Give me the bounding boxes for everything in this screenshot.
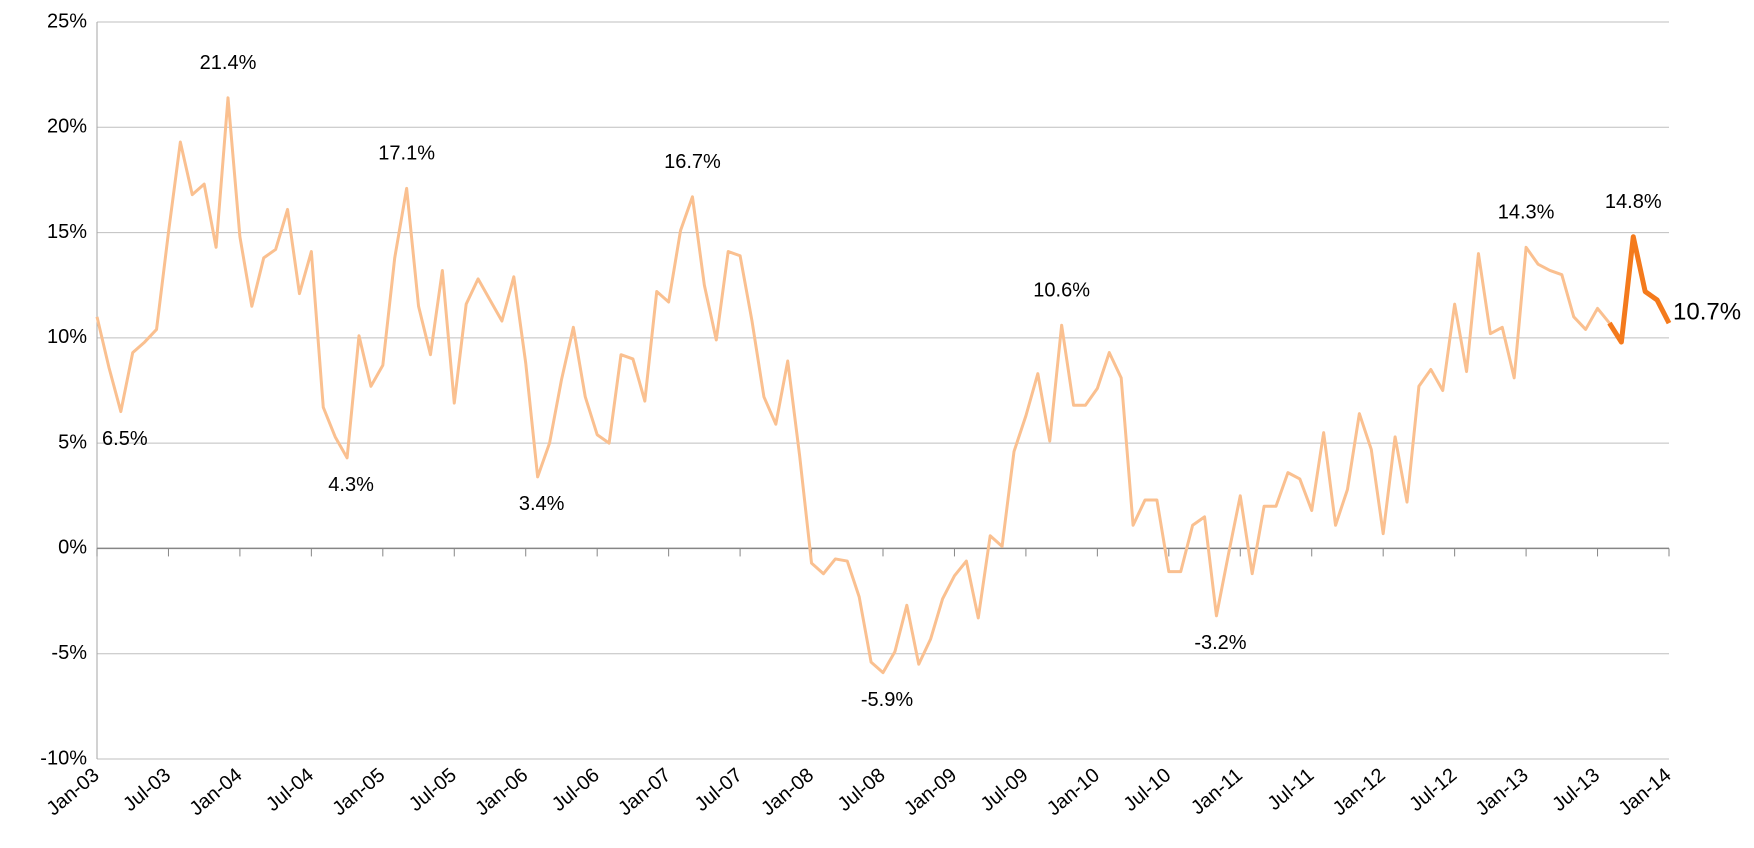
x-tick-label: Jul-12: [1405, 764, 1461, 816]
x-tick-label: Jul-11: [1264, 764, 1319, 815]
data-label: -3.2%: [1194, 632, 1246, 654]
x-tick-label: Jan-05: [328, 764, 389, 820]
data-label: 17.1%: [378, 143, 435, 165]
x-tick-label: Jul-13: [1548, 764, 1604, 816]
x-tick-label: Jul-10: [1120, 764, 1176, 816]
x-tick-label: Jul-07: [691, 764, 747, 816]
y-tick-label: 0%: [58, 537, 87, 559]
x-tick-label: Jan-10: [1043, 764, 1104, 820]
data-label: 3.4%: [519, 493, 565, 515]
y-tick-label: -5%: [51, 642, 87, 664]
line-series: [95, 96, 1611, 675]
x-tick-label: Jul-08: [834, 764, 890, 816]
x-tick-label: Jan-07: [614, 764, 675, 820]
y-tick-label: -10%: [40, 747, 87, 769]
x-tick-label: Jan-14: [1615, 764, 1676, 820]
data-label: 4.3%: [328, 474, 374, 496]
x-tick-label: Jul-06: [548, 764, 604, 816]
x-tick-label: Jul-09: [977, 764, 1033, 816]
x-tick-label: Jan-12: [1329, 764, 1390, 820]
x-tick-label: Jan-03: [43, 764, 104, 820]
x-tick-label: Jan-04: [186, 764, 247, 820]
y-tick-label: 5%: [58, 431, 87, 453]
x-tick-label: Jul-04: [262, 764, 318, 816]
data-label: -5.9%: [861, 689, 913, 711]
x-tick-label: Jan-06: [471, 764, 532, 820]
x-tick-label: Jan-11: [1187, 764, 1247, 819]
y-tick-label: 15%: [47, 221, 87, 243]
data-label: 10.7%: [1673, 298, 1741, 325]
data-label: 6.5%: [102, 428, 148, 450]
x-tick-label: Jul-05: [405, 764, 461, 816]
y-tick-label: 25%: [47, 10, 87, 32]
data-label: 14.8%: [1605, 191, 1662, 213]
x-tick-label: Jan-13: [1472, 764, 1533, 820]
line-series: [1607, 234, 1672, 345]
x-tick-label: Jul-03: [119, 764, 175, 816]
y-tick-label: 20%: [47, 116, 87, 138]
data-label: 21.4%: [200, 52, 257, 74]
data-label: 14.3%: [1498, 202, 1555, 224]
x-tick-label: Jan-08: [757, 764, 818, 820]
y-tick-label: 10%: [47, 326, 87, 348]
data-label: 16.7%: [664, 151, 721, 173]
data-label: 10.6%: [1033, 280, 1090, 302]
x-tick-label: Jan-09: [900, 764, 961, 820]
